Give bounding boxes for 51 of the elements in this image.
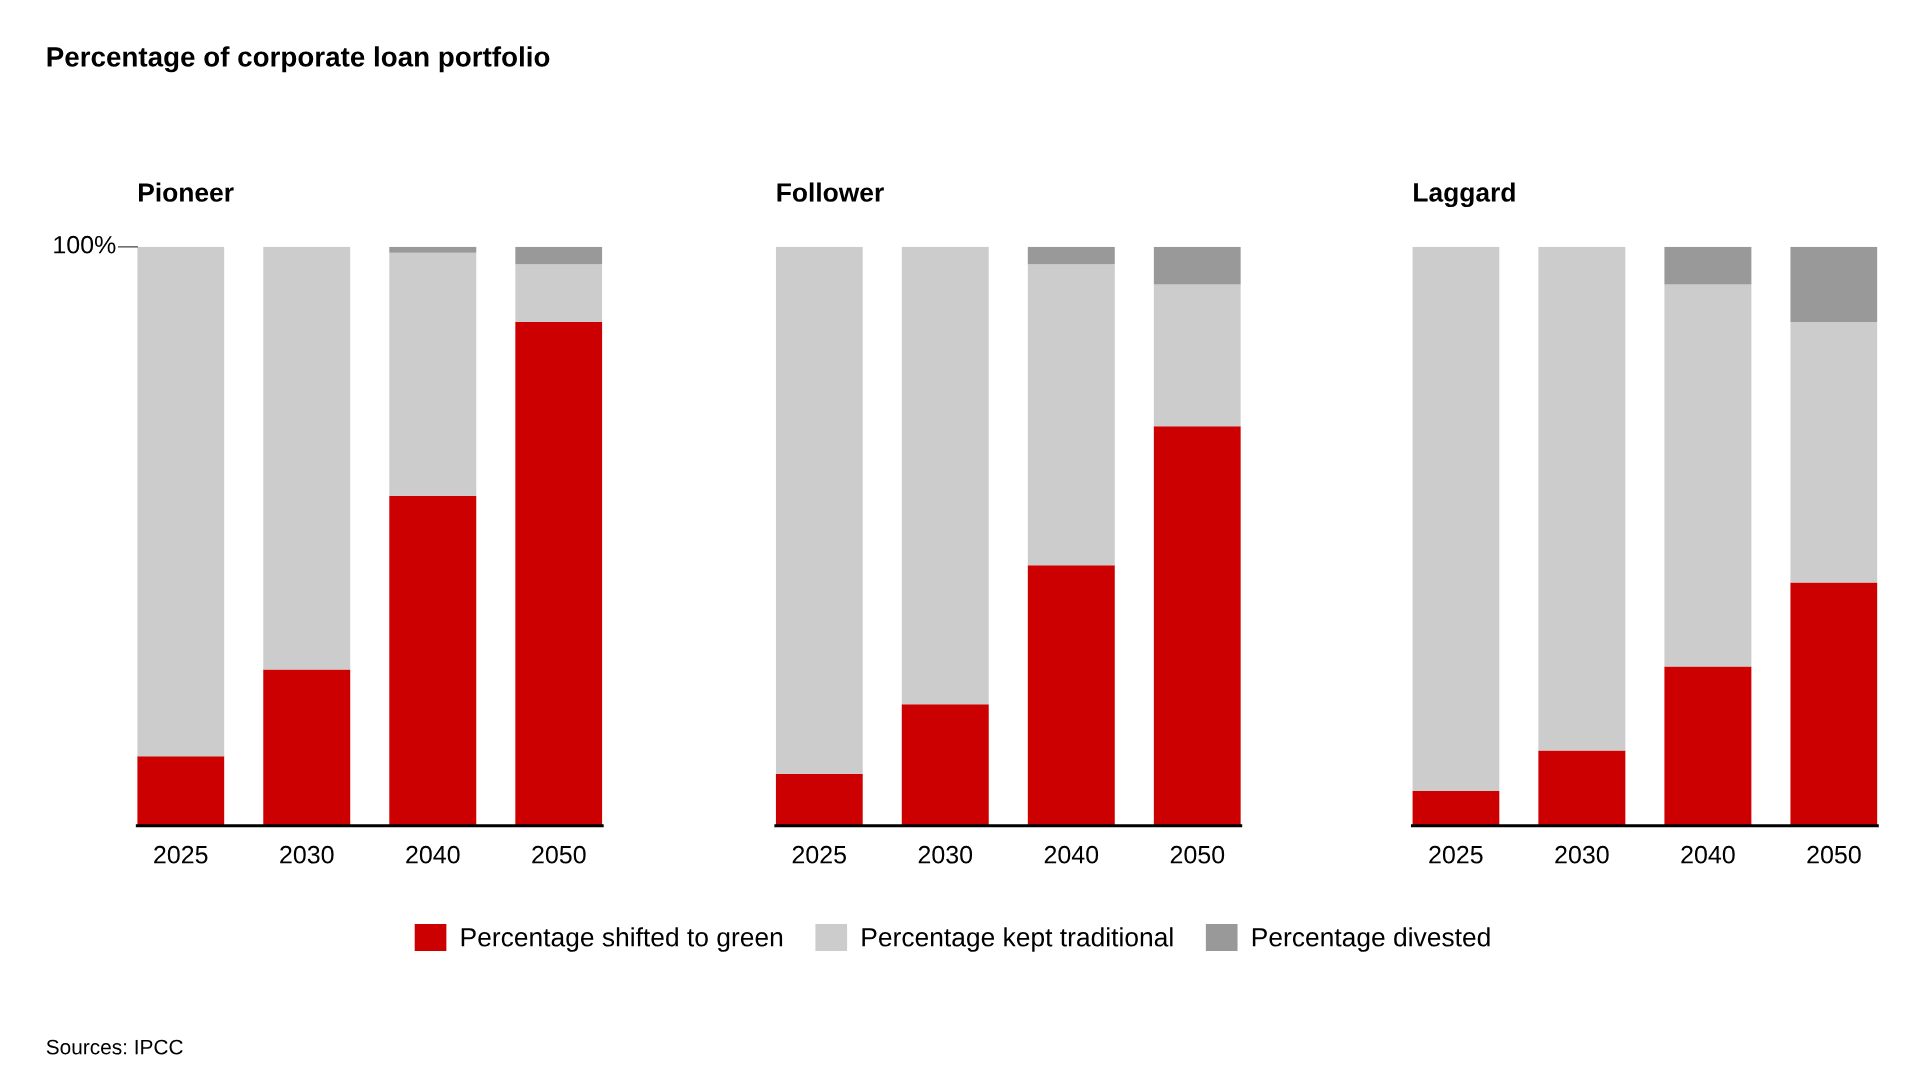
x-tick-label: 2025 bbox=[1429, 845, 1483, 864]
legend-label: Percentage kept traditional bbox=[862, 927, 1173, 952]
bar bbox=[263, 246, 351, 670]
chart-subtitle: Pioneer bbox=[139, 182, 234, 202]
bar bbox=[137, 246, 225, 757]
x-tick-label: 2050 bbox=[1170, 845, 1225, 864]
bar bbox=[1412, 791, 1500, 826]
bar bbox=[515, 322, 603, 826]
chart-subtitle: Follower bbox=[777, 182, 884, 202]
source-note: Sources: IPCC bbox=[46, 1039, 183, 1055]
bar bbox=[901, 704, 989, 826]
bar bbox=[1664, 246, 1752, 285]
bar bbox=[1153, 284, 1241, 427]
bar bbox=[1027, 246, 1115, 265]
bar bbox=[515, 246, 603, 265]
bar bbox=[389, 246, 477, 253]
bar bbox=[1412, 246, 1500, 792]
x-tick-label: 2050 bbox=[1807, 845, 1861, 864]
bar bbox=[1027, 264, 1115, 566]
x-tick-label: 2030 bbox=[280, 845, 334, 864]
x-tick-label: 2030 bbox=[1555, 845, 1609, 864]
bar bbox=[137, 756, 225, 826]
text: 100% bbox=[54, 235, 116, 254]
bar bbox=[1538, 246, 1626, 751]
chart-title: Percentage of corporate loan portfolio bbox=[47, 46, 550, 73]
x-tick-label: 2025 bbox=[792, 845, 846, 864]
bar bbox=[1790, 246, 1878, 323]
x-tick-label: 2040 bbox=[1681, 845, 1735, 864]
x-tick-label: 2040 bbox=[406, 845, 460, 864]
bar bbox=[1153, 426, 1241, 826]
x-tick-label: 2040 bbox=[1044, 845, 1099, 864]
bar bbox=[1153, 246, 1241, 285]
bar bbox=[775, 246, 863, 774]
bar bbox=[1664, 284, 1752, 667]
bar bbox=[901, 246, 989, 705]
bar bbox=[775, 773, 863, 826]
bar bbox=[389, 252, 477, 496]
bar bbox=[1790, 582, 1878, 826]
bar bbox=[1538, 750, 1626, 826]
legend-label: Percentage divested bbox=[1252, 927, 1490, 952]
legend-label: Percentage shifted to green bbox=[461, 927, 783, 952]
bar bbox=[1027, 565, 1115, 826]
bar bbox=[263, 669, 351, 826]
x-tick-label: 2050 bbox=[532, 845, 586, 864]
bar bbox=[1790, 322, 1878, 583]
x-tick-label: 2030 bbox=[918, 845, 973, 864]
chart-subtitle: Laggard bbox=[1414, 182, 1515, 208]
bar bbox=[1664, 666, 1752, 826]
bar bbox=[389, 495, 477, 826]
x-tick-label: 2025 bbox=[154, 845, 208, 864]
bar bbox=[515, 264, 603, 323]
